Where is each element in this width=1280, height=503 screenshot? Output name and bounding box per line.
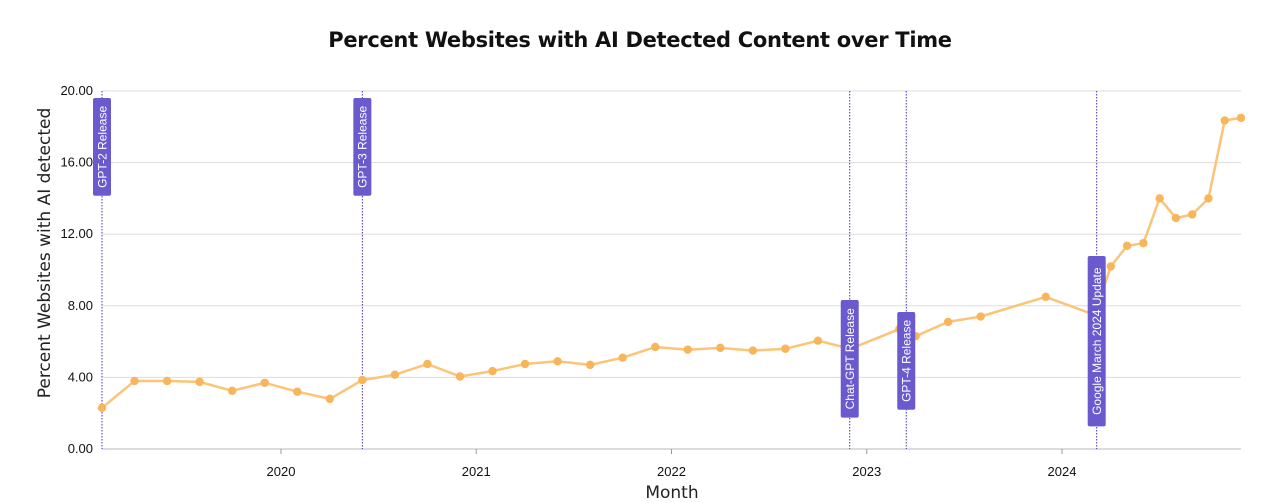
data-point bbox=[423, 359, 432, 369]
data-point bbox=[683, 345, 692, 354]
annotation-box bbox=[353, 98, 372, 196]
chart-title: Percent Websites with AI Detected Conten… bbox=[328, 28, 952, 52]
gridlines bbox=[102, 90, 1241, 450]
data-point bbox=[390, 370, 400, 379]
event-annotations: GPT-2 Release GPT-3 Release Chat-GPT Relea… bbox=[93, 98, 1106, 427]
data-point bbox=[325, 394, 334, 404]
series-layer bbox=[97, 113, 1246, 413]
data-point bbox=[618, 353, 627, 362]
data-point bbox=[293, 387, 302, 396]
y-tick-label: 4.00 bbox=[68, 369, 93, 384]
annotation-box bbox=[840, 300, 859, 418]
data-point bbox=[1155, 194, 1164, 203]
annotation-box bbox=[93, 98, 111, 196]
data-point bbox=[1041, 292, 1050, 302]
data-point bbox=[781, 344, 790, 353]
data-point bbox=[553, 357, 562, 366]
x-axis-ticks: 2020 2021 2022 2023 2024 bbox=[267, 449, 1077, 479]
data-point bbox=[1220, 116, 1229, 125]
y-tick-label: 0.00 bbox=[68, 441, 93, 456]
annotation-label: Chat-GPT Release bbox=[843, 308, 857, 409]
data-point bbox=[716, 343, 725, 353]
x-tick-label: 2020 bbox=[267, 464, 296, 479]
annotation-box bbox=[897, 312, 916, 410]
data-point bbox=[520, 359, 530, 369]
data-point bbox=[488, 366, 497, 376]
event-annotation: Google March 2024 Update bbox=[1087, 256, 1106, 427]
event-annotation: Chat-GPT Release bbox=[840, 300, 859, 418]
data-point bbox=[455, 372, 465, 381]
series-line bbox=[101, 116, 1242, 409]
event-lines bbox=[101, 91, 1098, 449]
data-point bbox=[260, 378, 269, 387]
data-point bbox=[813, 336, 823, 345]
data-point bbox=[227, 386, 237, 396]
y-tick-label: 16.00 bbox=[60, 155, 93, 170]
data-point bbox=[748, 346, 758, 355]
data-point bbox=[358, 375, 367, 385]
data-point bbox=[1122, 241, 1132, 251]
y-axis-title: Percent Websites with AI detected bbox=[35, 108, 55, 399]
data-point bbox=[1236, 113, 1246, 123]
y-tick-label: 20.00 bbox=[60, 83, 93, 98]
event-annotation: GPT-3 Release bbox=[353, 98, 372, 196]
annotation-label: GPT-4 Release bbox=[900, 320, 914, 402]
event-annotation: GPT-4 Release bbox=[897, 312, 916, 410]
x-axis-title: Month bbox=[645, 483, 698, 503]
x-tick-label: 2021 bbox=[462, 464, 491, 479]
data-point bbox=[162, 376, 172, 386]
data-point bbox=[585, 360, 595, 370]
data-point bbox=[976, 312, 985, 321]
data-point bbox=[651, 342, 660, 352]
x-tick-label: 2023 bbox=[852, 464, 881, 479]
y-tick-label: 12.00 bbox=[60, 226, 93, 241]
data-point bbox=[195, 377, 204, 387]
data-point bbox=[1171, 213, 1181, 223]
data-point bbox=[1187, 210, 1197, 219]
y-axis-ticks: 0.00 4.00 8.00 12.00 16.00 20.00 bbox=[60, 83, 93, 456]
data-point bbox=[1106, 262, 1116, 271]
event-annotation: GPT-2 Release bbox=[93, 98, 111, 196]
x-tick-label: 2024 bbox=[1048, 464, 1077, 479]
data-point bbox=[97, 403, 107, 413]
data-point bbox=[1139, 238, 1148, 248]
data-point bbox=[130, 376, 139, 386]
y-tick-label: 8.00 bbox=[68, 298, 93, 313]
data-point bbox=[1204, 194, 1213, 203]
annotation-label: GPT-3 Release bbox=[356, 106, 370, 188]
annotation-label: GPT-2 Release bbox=[95, 106, 109, 188]
annotation-label: Google March 2024 Update bbox=[1090, 267, 1104, 415]
annotation-box bbox=[1087, 256, 1106, 427]
x-tick-label: 2022 bbox=[657, 464, 686, 479]
data-point bbox=[943, 317, 953, 327]
